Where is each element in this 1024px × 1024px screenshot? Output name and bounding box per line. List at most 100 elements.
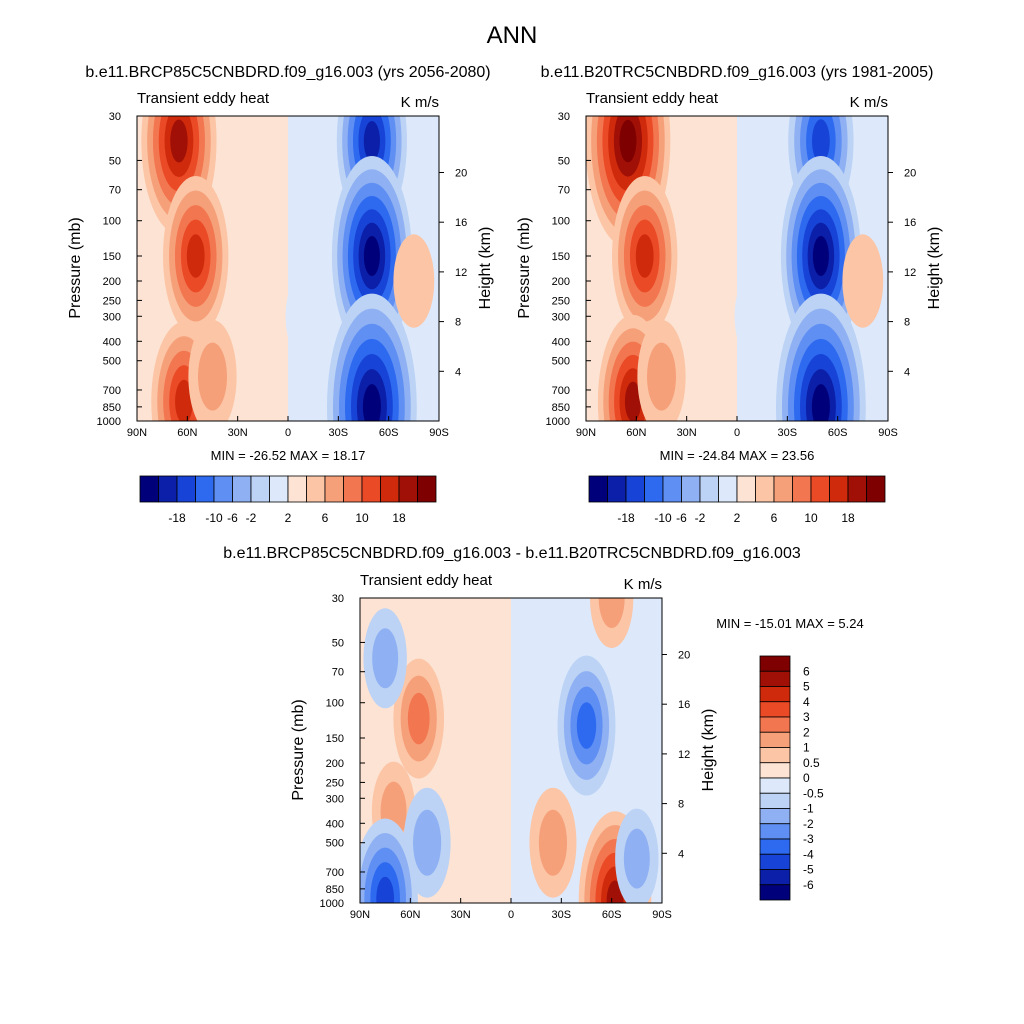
colorbar-swatch (195, 475, 215, 503)
y2-tick-label: 8 (455, 317, 461, 329)
negative-anomaly (285, 272, 324, 360)
colorbar-swatch (759, 670, 791, 687)
positive-anomaly (188, 319, 237, 421)
colorbar-swatch (792, 475, 812, 503)
positive-anomaly (141, 116, 217, 235)
contour-level (198, 342, 227, 411)
colorbar-swatch (158, 475, 178, 503)
x-tick-label: 60S (602, 909, 622, 921)
colorbar-label: -10 (205, 511, 223, 525)
left-subtitle: Transient eddy heat (360, 572, 493, 589)
colorbar-swatch (417, 475, 437, 503)
positive-anomaly (842, 234, 884, 328)
colorbar-label: 6 (771, 511, 778, 525)
y-tick-label: 400 (326, 818, 344, 830)
colorbar-label: 0 (803, 771, 810, 785)
colorbar-swatch (588, 475, 608, 503)
contour-level (812, 235, 829, 276)
y-tick-label: 250 (103, 295, 121, 307)
x-tick-label: 0 (508, 909, 514, 921)
contour-level (285, 272, 324, 360)
colorbar: -18 -10 -6 -2 2 6 10 18 (588, 475, 886, 525)
positive-anomaly (393, 234, 435, 328)
colorbar-label: -6 (227, 511, 238, 525)
contour-level (842, 234, 884, 328)
contour-level (619, 119, 637, 163)
y2-tick-label: 12 (678, 749, 690, 761)
colorbar-label: -0.5 (803, 786, 824, 800)
y2-tick-label: 8 (678, 799, 684, 811)
colorbar-label: -18 (168, 511, 186, 525)
negative-anomaly (360, 818, 418, 903)
x-tick-label: 30N (451, 909, 471, 921)
contour-level (393, 234, 435, 328)
contour-level (811, 384, 830, 421)
positive-anomaly (529, 787, 577, 898)
y-tick-label: 70 (109, 185, 121, 197)
y-tick-label: 400 (103, 336, 121, 348)
min-max-stats: MIN = -26.52 MAX = 18.17 (211, 448, 366, 463)
colorbar-label: -3 (803, 832, 814, 846)
colorbar-swatch (361, 475, 381, 503)
positive-anomaly (243, 177, 283, 265)
colorbar-swatch (829, 475, 849, 503)
y-axis-label: Pressure (mb) (290, 699, 307, 800)
colorbar-swatch (324, 475, 344, 503)
x-tick-label: 30S (778, 427, 798, 439)
y-tick-label: 70 (332, 667, 344, 679)
y-tick-label: 30 (332, 593, 344, 605)
y-tick-label: 150 (103, 251, 121, 263)
colorbar-swatch (759, 808, 791, 825)
colorbar-swatch (759, 884, 791, 901)
x-tick-label: 90S (429, 427, 449, 439)
colorbar-swatch (306, 475, 326, 503)
colorbar-label: 2 (285, 511, 292, 525)
x-tick-label: 60N (626, 427, 646, 439)
y-tick-label: 1000 (97, 416, 121, 428)
contour-level (624, 381, 642, 421)
colorbar-swatch (759, 731, 791, 748)
positive-anomaly (692, 177, 732, 265)
colorbar-swatch (759, 838, 791, 855)
x-tick-label: 30N (228, 427, 248, 439)
colorbar-label: 5 (803, 680, 810, 694)
negative-anomaly (734, 272, 773, 360)
contour-level (362, 384, 381, 421)
colorbar-swatch (866, 475, 886, 503)
panel-future: b.e11.BRCP85C5CNBDRD.f09_g16.003 (yrs 20… (67, 64, 494, 525)
x-tick-label: 60N (177, 427, 197, 439)
contour-level (363, 235, 380, 276)
run-title: b.e11.B20TRC5CNBDRD.f09_g16.003 (yrs 198… (541, 64, 934, 81)
y-tick-label: 850 (103, 402, 121, 414)
units-label: K m/s (850, 94, 888, 111)
colorbar-label: 6 (322, 511, 329, 525)
contour-level (576, 702, 597, 749)
colorbar-label: -10 (654, 511, 672, 525)
colorbar-swatch (269, 475, 289, 503)
x-tick-label: 60N (400, 909, 420, 921)
y-tick-label: 50 (558, 155, 570, 167)
min-max-stats: MIN = -15.01 MAX = 5.24 (716, 616, 863, 631)
y2-tick-label: 4 (455, 366, 461, 378)
colorbar-swatch (755, 475, 775, 503)
colorbar-label: -4 (803, 847, 814, 861)
colorbar-label: 1 (803, 741, 810, 755)
left-subtitle: Transient eddy heat (137, 90, 270, 107)
positive-anomaly (637, 319, 686, 421)
colorbar-label: -2 (803, 817, 814, 831)
colorbar-swatch (759, 701, 791, 718)
colorbar-label: -5 (803, 863, 814, 877)
colorbar-swatch (759, 655, 791, 672)
negative-anomaly (557, 655, 616, 796)
colorbar-label: -18 (617, 511, 635, 525)
y-tick-label: 500 (326, 838, 344, 850)
y-tick-label: 100 (103, 216, 121, 228)
y-tick-label: 200 (326, 758, 344, 770)
y2-tick-label: 20 (455, 167, 467, 179)
x-tick-label: 90N (576, 427, 596, 439)
y-tick-label: 250 (326, 777, 344, 789)
x-tick-label: 0 (285, 427, 291, 439)
y-axis-label: Pressure (mb) (67, 217, 84, 318)
positive-anomaly (163, 175, 229, 336)
